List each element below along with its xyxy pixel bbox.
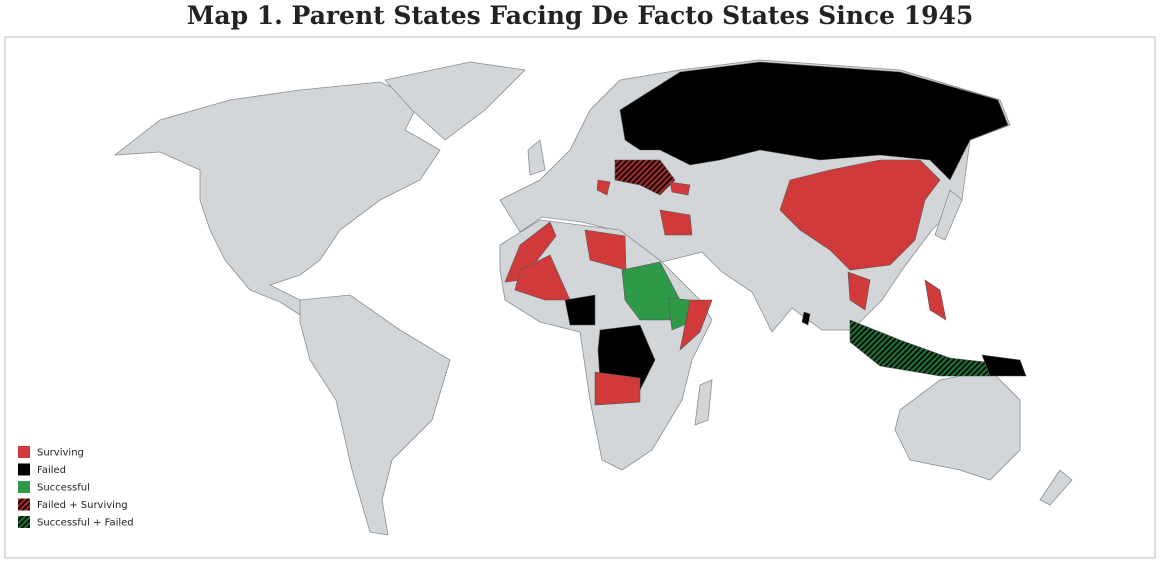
- sri-lanka: [801, 311, 811, 326]
- papua-new-guinea: [981, 354, 1027, 377]
- madagascar: [694, 379, 713, 426]
- serbia: [596, 179, 611, 196]
- sudan: [621, 261, 681, 321]
- legend-swatch: [18, 516, 30, 528]
- nigeria: [564, 294, 596, 326]
- legend: Surviving Failed Successful Failed + Surviv…: [18, 446, 134, 529]
- syria-iraq: [659, 209, 693, 236]
- philippines: [924, 279, 947, 321]
- china: [779, 159, 941, 271]
- ukraine: [614, 159, 676, 196]
- russia: [619, 61, 1009, 181]
- uk: [527, 139, 546, 176]
- north-america: [113, 81, 441, 321]
- legend-swatch: [18, 463, 30, 476]
- new-zealand: [1039, 469, 1073, 506]
- georgia: [669, 181, 691, 196]
- legend-swatch: [18, 498, 30, 511]
- legend-swatch: [18, 446, 30, 458]
- regions: [504, 61, 1027, 406]
- legend-label: Failed + Surviving: [37, 500, 128, 511]
- somalia: [679, 299, 713, 351]
- south-america: [299, 294, 451, 536]
- legend-label: Successful: [37, 483, 90, 494]
- angola: [594, 371, 641, 406]
- myanmar: [847, 271, 871, 311]
- morocco: [504, 221, 557, 283]
- japan: [934, 189, 963, 241]
- legend-label: Successful + Failed: [37, 518, 134, 529]
- legend-label: Failed: [37, 465, 66, 476]
- mali: [514, 254, 571, 301]
- map-title: Map 1. Parent States Facing De Facto Sta…: [186, 1, 974, 30]
- legend-swatch: [18, 481, 30, 493]
- legend-label: Surviving: [37, 448, 84, 459]
- greenland: [384, 61, 526, 141]
